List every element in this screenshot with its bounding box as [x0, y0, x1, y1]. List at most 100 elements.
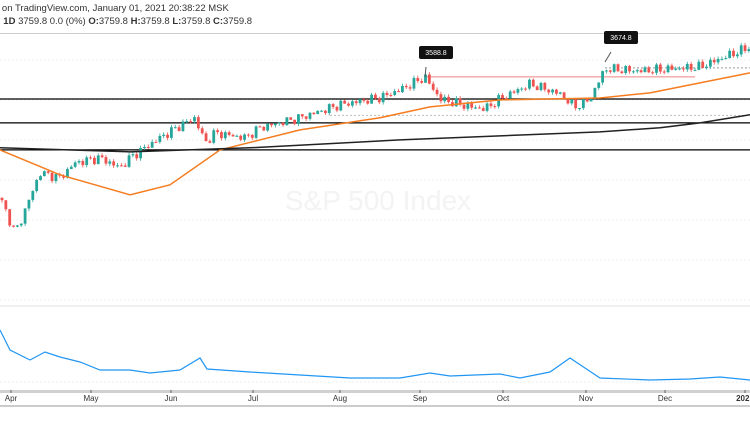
candle-down — [628, 66, 631, 72]
open-value: 3759.8 — [98, 16, 128, 27]
candle-down — [447, 96, 450, 103]
candle-down — [651, 72, 655, 74]
candle-down — [8, 209, 12, 226]
candle-up — [674, 68, 678, 70]
candle-up — [589, 98, 593, 102]
candle-down — [166, 134, 169, 138]
candle-up — [443, 96, 447, 102]
candle-down — [701, 61, 705, 68]
candle-up — [139, 148, 142, 159]
candle-up — [539, 82, 543, 91]
candle-down — [62, 175, 65, 178]
candle-down — [662, 71, 666, 73]
candle-up — [96, 155, 100, 165]
header-divider — [0, 33, 750, 34]
candle-up — [578, 108, 581, 110]
close-label: C: — [213, 16, 224, 27]
watermark: S&P 500 Index — [285, 185, 471, 216]
candle-down — [743, 45, 747, 52]
candle-up — [720, 58, 724, 60]
candle-down — [331, 104, 335, 107]
candle-down — [312, 112, 316, 115]
candle-down — [135, 154, 139, 159]
candle-down — [689, 63, 693, 70]
candle-down — [397, 91, 400, 93]
time-tick-label: Jun — [165, 394, 178, 403]
candle-up — [277, 122, 281, 124]
ma200-line — [0, 114, 750, 153]
candle-down — [208, 141, 212, 143]
close-value: 3759.8 — [223, 16, 253, 27]
candle-up — [162, 134, 166, 136]
candle-down — [377, 98, 381, 103]
candle-up — [693, 69, 697, 71]
candle-down — [670, 65, 674, 70]
candle-up — [143, 146, 146, 149]
candle-down — [289, 117, 293, 120]
candle-up — [697, 61, 701, 70]
candle-down — [335, 106, 339, 111]
candle-up — [632, 71, 635, 73]
time-tick-label: Dec — [658, 394, 672, 403]
candle-up — [19, 223, 23, 226]
candle-up — [127, 155, 131, 167]
candle-down — [504, 98, 508, 100]
candle-down — [478, 107, 481, 109]
candle-up — [678, 68, 681, 70]
candle-down — [216, 130, 219, 133]
candle-down — [204, 133, 208, 142]
candle-down — [4, 200, 8, 210]
chart-header: d on TradingView.com, January 01, 2021 2… — [0, 0, 750, 32]
candle-down — [347, 103, 350, 106]
candle-up — [77, 161, 81, 163]
ma50-line — [0, 72, 750, 196]
candle-up — [66, 169, 69, 178]
candle-up — [358, 99, 362, 104]
candle-down — [416, 77, 420, 82]
candle-up — [327, 104, 331, 113]
candle-up — [454, 98, 458, 107]
candle-down — [304, 116, 308, 119]
high-value: 3759.8 — [140, 16, 170, 27]
candle-up — [73, 162, 77, 167]
candle-down — [196, 117, 200, 129]
candle-down — [270, 123, 273, 126]
candle-down — [574, 99, 578, 109]
candle-down — [343, 100, 347, 104]
candle-down — [531, 79, 535, 87]
price-callout-label: 3674.8 — [610, 35, 632, 42]
candle-down — [682, 68, 685, 70]
candle-down — [146, 146, 150, 148]
callout-pointer — [424, 66, 427, 78]
candle-up — [424, 74, 427, 83]
price-callout — [604, 31, 638, 44]
oscillator-line — [0, 329, 750, 381]
candle-up — [193, 117, 196, 122]
candle-up — [316, 110, 320, 115]
candle-up — [35, 180, 39, 192]
candle-down — [462, 104, 466, 109]
candle-down — [420, 81, 424, 83]
candle-down — [81, 161, 85, 166]
candle-down — [555, 89, 558, 94]
candle-down — [104, 157, 108, 164]
candle-down — [119, 165, 123, 167]
candle-up — [739, 45, 743, 55]
candle-up — [54, 174, 58, 182]
candle-up — [528, 79, 531, 89]
candle-up — [131, 154, 135, 156]
candle-down — [324, 110, 327, 113]
candle-up — [508, 91, 512, 99]
candle-up — [570, 99, 574, 104]
candle-down — [177, 127, 181, 132]
candle-up — [170, 127, 173, 138]
candle-down — [493, 106, 497, 108]
candle-down — [0, 197, 4, 201]
high-label: H: — [130, 16, 141, 27]
candle-down — [293, 119, 296, 124]
candle-up — [612, 64, 616, 72]
publish-info: d on TradingView.com, January 01, 2021 2… — [0, 3, 229, 14]
candle-down — [154, 141, 158, 143]
callout-pointer — [604, 51, 612, 63]
